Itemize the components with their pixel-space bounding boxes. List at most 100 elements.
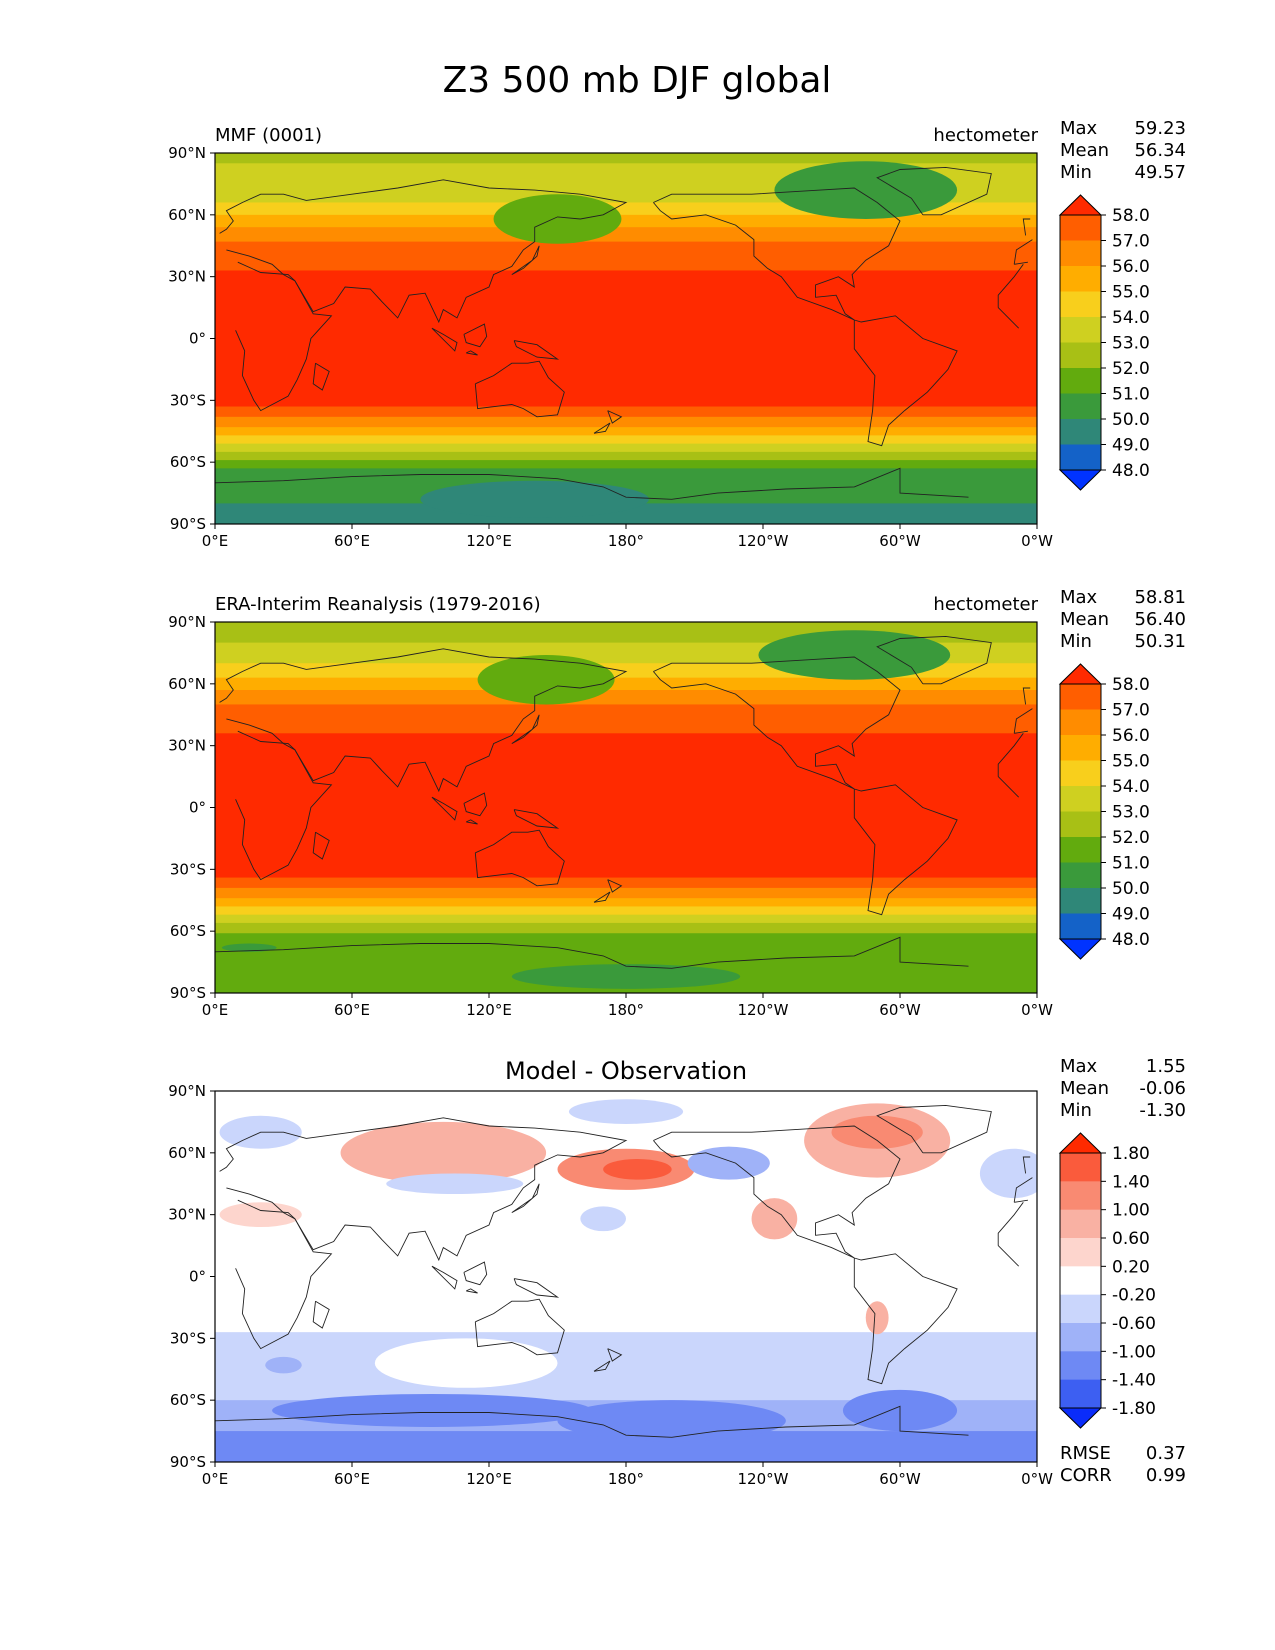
field-band	[215, 922, 1037, 934]
coastline	[607, 1348, 623, 1362]
colorbar-segment	[1060, 913, 1101, 940]
coastline	[593, 891, 611, 903]
colorbar-segment	[1060, 1209, 1101, 1239]
coastline	[1013, 239, 1033, 265]
colorbar-segment	[1060, 1181, 1101, 1211]
coastline	[607, 410, 623, 424]
lon-tick-label: 0°W	[1021, 1001, 1053, 1019]
stat-max-label: Max	[1060, 118, 1098, 139]
lon-tick-label: 0°E	[202, 532, 229, 550]
lat-tick-label: 30°N	[168, 1206, 206, 1224]
colorbar-label: 52.0	[1112, 828, 1150, 848]
field-anomaly	[420, 480, 649, 518]
coastline	[1014, 730, 1028, 734]
colorbar-label: 1.00	[1112, 1201, 1150, 1221]
colorbar-label: 1.40	[1112, 1172, 1150, 1192]
coastline	[1022, 687, 1031, 705]
field-band	[215, 394, 1037, 408]
lon-tick-label: 180°	[608, 1001, 644, 1019]
panel-units: hectometer	[933, 594, 1038, 615]
coastline	[312, 1300, 330, 1329]
colorbar-label: 55.0	[1112, 283, 1150, 303]
coastline	[431, 1265, 458, 1290]
map-field	[215, 153, 1037, 524]
stat-mean-label: Mean	[1060, 140, 1109, 161]
coastline	[235, 730, 333, 881]
colorbar-label: 57.0	[1112, 232, 1150, 252]
field-band	[215, 282, 1037, 294]
field-region	[374, 1338, 558, 1388]
stat-max-label: Max	[1060, 587, 1098, 608]
lon-tick-label: 60°E	[334, 532, 370, 550]
field-band	[215, 406, 1037, 418]
colorbar-label: -1.80	[1112, 1399, 1156, 1419]
field-band	[215, 427, 1037, 436]
field-anomaly	[831, 1115, 923, 1149]
field-anomaly	[386, 1173, 524, 1195]
field-band	[215, 877, 1037, 889]
coastline	[466, 1288, 478, 1294]
colorbar-label: 56.0	[1112, 257, 1150, 277]
field-band	[215, 898, 1037, 908]
panel-observation: ERA-Interim Reanalysis (1979-2016) hecto…	[168, 587, 1186, 1019]
lon-tick-label: 180°	[608, 532, 644, 550]
colorbar-label: -0.60	[1112, 1314, 1156, 1334]
field-anomaly	[221, 943, 277, 952]
colorbar-segment	[1060, 1266, 1101, 1296]
colorbar-segment	[1060, 862, 1101, 889]
lat-tick-label: 60°N	[168, 1144, 206, 1162]
coastline	[593, 1360, 611, 1372]
field-anomaly	[265, 1356, 302, 1374]
lat-tick-label: 0°	[189, 1268, 206, 1286]
colorbar-segment	[1060, 419, 1101, 445]
lon-tick-label: 120°E	[466, 532, 512, 550]
field-band	[215, 256, 1037, 272]
coastline	[219, 179, 628, 324]
field-anomaly	[580, 1206, 627, 1232]
corr-label: CORR	[1060, 1465, 1112, 1486]
field-anomaly	[557, 1400, 786, 1442]
field-band	[215, 270, 1037, 284]
colorbar-label: 54.0	[1112, 308, 1150, 328]
field-band	[215, 887, 1037, 899]
field-anomaly	[758, 630, 951, 680]
colorbar-segment	[1060, 888, 1101, 914]
panel-title: Model - Observation	[505, 1057, 747, 1085]
colorbar-segment	[1060, 368, 1101, 394]
panel-model: MMF (0001) hectometer Max 59.23 Mean 56.…	[168, 118, 1186, 550]
lat-tick-label: 90°N	[168, 613, 206, 631]
field-anomaly	[774, 161, 958, 219]
coastline	[513, 809, 560, 829]
stat-min-value: 50.31	[1134, 631, 1186, 652]
stat-mean-value: 56.34	[1134, 140, 1186, 161]
colorbar-max-extend	[1058, 194, 1103, 216]
field-band	[215, 293, 1037, 395]
coastline	[653, 1125, 901, 1259]
colorbar-label: 52.0	[1112, 359, 1150, 379]
rmse-value: 0.37	[1146, 1443, 1186, 1464]
coastline	[853, 315, 958, 447]
stat-max-value: 59.23	[1134, 118, 1186, 139]
lon-tick-label: 120°W	[738, 1001, 789, 1019]
field-band	[215, 704, 1037, 718]
coastline	[876, 635, 992, 685]
rmse-label: RMSE	[1060, 1443, 1111, 1464]
coastline	[653, 187, 901, 321]
field-band	[215, 677, 1037, 691]
coastline	[511, 245, 540, 275]
field-anomaly	[568, 1099, 684, 1124]
colorbar-segment	[1060, 266, 1101, 292]
field-band	[215, 762, 1037, 866]
stat-max-label: Max	[1060, 1056, 1098, 1077]
lon-tick-label: 60°W	[879, 1001, 921, 1019]
colorbar-label: 53.0	[1112, 803, 1150, 823]
lat-tick-label: 90°S	[170, 1453, 206, 1471]
stat-min-label: Min	[1060, 631, 1092, 652]
field-band	[215, 214, 1037, 228]
coastline	[312, 362, 330, 391]
colorbar-segment	[1060, 342, 1101, 369]
stats-block: Max 58.81 Mean 56.40 Min 50.31	[1060, 587, 1186, 652]
panel-units: hectometer	[933, 125, 1038, 146]
stat-max-value: 1.55	[1146, 1056, 1186, 1077]
lat-tick-label: 60°N	[168, 206, 206, 224]
